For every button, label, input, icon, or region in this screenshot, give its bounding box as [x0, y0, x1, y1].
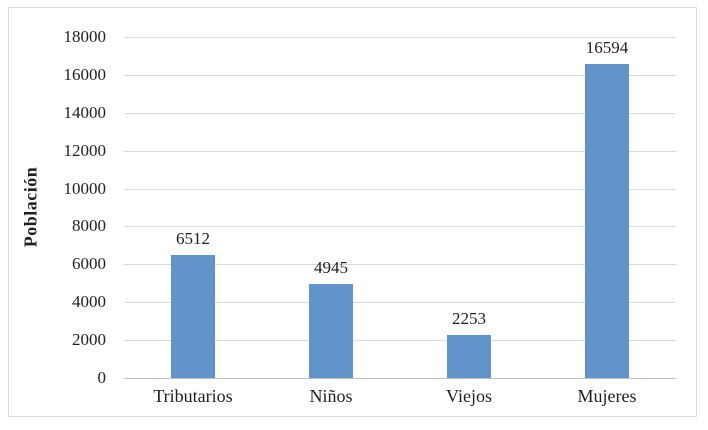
bar-tributarios [171, 255, 215, 378]
gridline [124, 188, 676, 190]
bar-niños [309, 284, 353, 378]
gridline [124, 302, 676, 304]
y-axis-tick-labels: 0 2000 4000 6000 8000 10000 12000 14000 16000 180… [0, 27, 107, 387]
y-tick-label: 16000 [63, 64, 107, 84]
category-label: Viejos [446, 386, 492, 406]
gridline [124, 74, 676, 76]
bar-mujeres [585, 64, 629, 378]
y-tick-label: 0 [97, 368, 107, 387]
y-tick-label: 12000 [63, 140, 107, 160]
gridline [124, 37, 676, 38]
gridlines [124, 37, 676, 378]
x-axis-category-labels: Tributarios Niños Viejos Mujeres [124, 386, 676, 407]
gridline [124, 340, 676, 342]
value-label: 4945 [314, 258, 348, 277]
y-tick-label: 8000 [72, 216, 106, 236]
category-label: Mujeres [577, 386, 637, 406]
y-tick-label: 4000 [72, 292, 106, 312]
value-label: 2253 [452, 309, 486, 328]
bar-slot: 2253 [400, 37, 538, 378]
y-tick-label: 10000 [63, 178, 107, 198]
y-tick-label: 6000 [72, 254, 106, 274]
plot-area: 6512 4945 2253 16594 [124, 37, 676, 379]
bar-viejos [447, 335, 491, 378]
value-label: 16594 [585, 38, 629, 57]
gridline [124, 226, 676, 228]
gridline [124, 264, 676, 266]
bar-slot: 16594 [538, 37, 676, 378]
bar-slot: 6512 [124, 37, 262, 378]
y-tick-label: 18000 [63, 27, 107, 46]
category-label: Tributarios [153, 386, 233, 406]
x-axis-line [124, 378, 676, 379]
bars-container: 6512 4945 2253 16594 [124, 37, 676, 378]
value-label: 6512 [176, 229, 210, 248]
category-label: Niños [309, 386, 353, 406]
bar-slot: 4945 [262, 37, 400, 378]
y-tick-label: 14000 [63, 102, 107, 122]
gridline [124, 150, 676, 152]
y-tick-label: 2000 [72, 330, 106, 350]
gridline [124, 112, 676, 114]
